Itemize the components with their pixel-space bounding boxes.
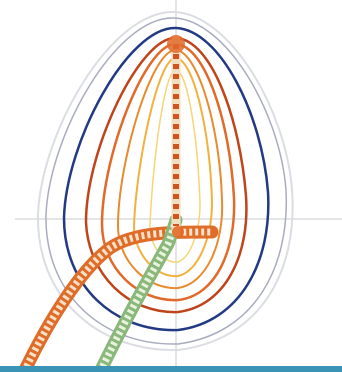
bottom-band xyxy=(0,366,342,372)
contour-dark-orange xyxy=(84,36,248,314)
junction-knob xyxy=(172,226,184,238)
contour-navy xyxy=(62,26,270,332)
left-track-inner xyxy=(20,228,213,372)
contour-pale-yellow xyxy=(149,69,201,263)
top-knob xyxy=(167,35,185,53)
left-track xyxy=(17,225,219,372)
contour-orange xyxy=(100,42,236,302)
contour-amber xyxy=(116,48,224,290)
contour-outer-grey xyxy=(36,10,294,352)
contour-outer-lavender xyxy=(45,17,288,345)
contour-gold xyxy=(132,56,214,278)
